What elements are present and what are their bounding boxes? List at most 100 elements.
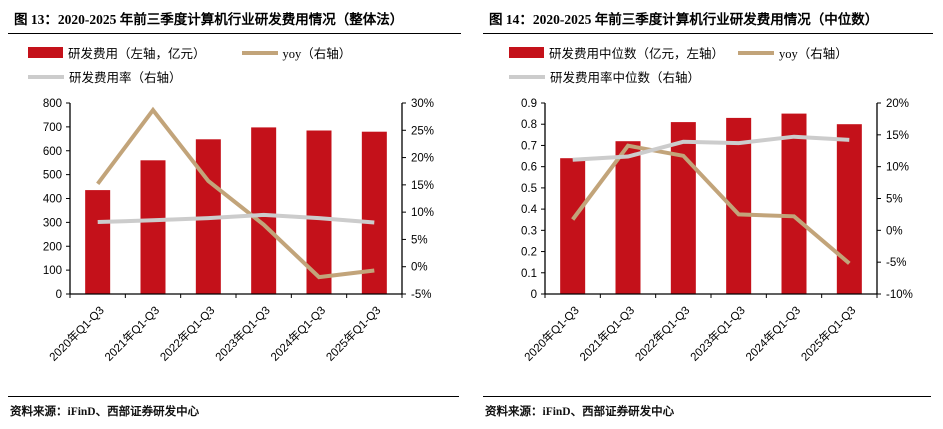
bar xyxy=(85,190,111,294)
legend-item-yoy: yoy（右轴） xyxy=(738,43,848,62)
legend-label: 研发费用（左轴，亿元） xyxy=(68,47,206,61)
yoy-line xyxy=(571,143,851,265)
rd-expense-bars xyxy=(85,127,387,295)
right-axis-label: 15% xyxy=(886,130,909,142)
x-axis-label: 2023年Q1-Q3 xyxy=(212,303,273,364)
right-axis-label: -5% xyxy=(886,257,906,269)
left-axis-label: 0.3 xyxy=(521,225,537,237)
x-axis-label: 2025年Q1-Q3 xyxy=(323,303,384,364)
left-axis-label: 800 xyxy=(43,98,62,110)
left-axis-label: 400 xyxy=(43,194,62,206)
chart-title-overall: 图 13：2020-2025 年前三季度计算机行业研发费用情况（整体法） xyxy=(14,12,404,27)
left-axis-label: 700 xyxy=(43,122,62,134)
left-axis-label: 0.9 xyxy=(521,98,537,110)
legend-item-expense-ratio-median: 研发费用率中位数（右轴） xyxy=(509,67,700,86)
source-note: 资料来源：iFinD、西部证券研发中心 xyxy=(485,406,675,418)
legend-row: 研发费用率（右轴） xyxy=(8,67,461,86)
left-axis-label: 0 xyxy=(56,289,62,301)
x-axis-label: 2022年Q1-Q3 xyxy=(632,303,693,364)
source-block: 资料来源：iFinD、西部证券研发中心 xyxy=(8,396,461,423)
bar xyxy=(361,131,387,294)
left-axis-label: 500 xyxy=(43,170,62,182)
expense-ratio-line xyxy=(97,212,375,225)
legend-item-rd-expense-median: 研发费用中位数（亿元，左轴） xyxy=(509,43,724,62)
legend-label: 研发费用率中位数（右轴） xyxy=(550,71,701,85)
right-axis-label: 15% xyxy=(411,180,434,192)
left-axis-label: 0.5 xyxy=(521,183,537,195)
bar xyxy=(836,124,862,294)
left-axis-label: 0.6 xyxy=(521,162,537,174)
right-axis-label: -5% xyxy=(411,289,431,301)
right-axis-label: 30% xyxy=(411,98,434,110)
line-swatch-icon xyxy=(241,50,278,55)
yoy-line xyxy=(96,106,375,280)
chart-canvas-overall: 0 100 200 300 400 500 600 700 800 -5% 0% 5% 10% 15% 20… xyxy=(43,98,434,364)
x-axis-label: 2024年Q1-Q3 xyxy=(268,303,329,364)
left-axis-label: 600 xyxy=(43,146,62,158)
legend-label: yoy（右轴） xyxy=(282,47,352,61)
x-axis-label: 2023年Q1-Q3 xyxy=(687,303,748,364)
right-axis-label: 20% xyxy=(411,153,434,165)
right-axis-label: 5% xyxy=(886,194,903,206)
x-axis-label: 2022年Q1-Q3 xyxy=(157,303,218,364)
legend-row: 研发费用率中位数（右轴） xyxy=(483,67,933,86)
bar xyxy=(560,158,586,294)
x-axis-label: 2021年Q1-Q3 xyxy=(577,303,638,364)
expense-ratio-median-line xyxy=(572,134,850,162)
right-axis-label: 0% xyxy=(411,262,428,274)
source-block: 资料来源：iFinD、西部证券研发中心 xyxy=(483,396,933,423)
left-axis-label: 0 xyxy=(531,289,537,301)
bar xyxy=(781,113,807,294)
right-axis-label: 5% xyxy=(411,234,428,246)
legend-row: 研发费用中位数（亿元，左轴） yoy（右轴） xyxy=(483,43,933,62)
right-axis-label: 10% xyxy=(411,207,434,219)
chart-panel-median: 图 14：2020-2025 年前三季度计算机行业研发费用情况（中位数） 研发费… xyxy=(471,0,943,429)
left-axis-label: 0.1 xyxy=(521,268,537,280)
source-note: 资料来源：iFinD、西部证券研发中心 xyxy=(10,406,200,418)
source-divider xyxy=(8,396,459,397)
left-axis-label: 0.8 xyxy=(521,119,537,131)
right-axis-label: 0% xyxy=(886,225,903,237)
legend-item-rd-expense: 研发费用（左轴，亿元） xyxy=(28,43,206,62)
legend-item-expense-ratio: 研发费用率（右轴） xyxy=(28,67,182,86)
left-axis-label: 300 xyxy=(43,217,62,229)
line-swatch-icon xyxy=(738,50,775,55)
legend-overall: 研发费用（左轴，亿元） yoy（右轴） 研发费用率（右轴） xyxy=(8,43,461,91)
bar xyxy=(615,141,641,294)
legend-label: 研发费用率（右轴） xyxy=(69,71,182,85)
x-axis-label: 2021年Q1-Q3 xyxy=(102,303,163,364)
title-divider xyxy=(8,33,461,34)
chart-panel-overall: 图 13：2020-2025 年前三季度计算机行业研发费用情况（整体法） 研发费… xyxy=(0,0,471,429)
bar xyxy=(670,122,696,294)
legend-row: 研发费用（左轴，亿元） yoy（右轴） xyxy=(8,43,461,62)
source-divider xyxy=(483,396,931,397)
bar xyxy=(251,127,277,295)
right-axis-label: 10% xyxy=(886,162,909,174)
line-swatch-icon xyxy=(28,74,64,79)
left-axis-label: 0.4 xyxy=(521,204,538,216)
legend-label: yoy（右轴） xyxy=(779,47,848,61)
right-axis-label: -10% xyxy=(886,289,913,301)
left-axis-label: 0.2 xyxy=(521,247,537,259)
chart-canvas-median: 0 0.1 0.2 0.3 0.4 0.5 0.6 0.7 0.8 0.9 -10% -5% 0% 5% 1… xyxy=(521,98,913,364)
x-axis-label: 2025年Q1-Q3 xyxy=(798,303,859,364)
bar xyxy=(140,160,166,294)
x-axis-label: 2020年Q1-Q3 xyxy=(521,303,582,364)
x-axis-label: 2020年Q1-Q3 xyxy=(46,303,107,364)
legend-label: 研发费用中位数（亿元，左轴） xyxy=(549,47,725,61)
bar-swatch-icon xyxy=(28,47,63,58)
left-axis-label: 0.7 xyxy=(521,140,537,152)
line-swatch-icon xyxy=(509,74,545,79)
title-divider xyxy=(483,33,933,34)
chart-title-median: 图 14：2020-2025 年前三季度计算机行业研发费用情况（中位数） xyxy=(489,12,879,27)
legend-item-yoy: yoy（右轴） xyxy=(241,43,352,62)
left-axis-label: 100 xyxy=(43,265,62,277)
rd-expense-median-bars xyxy=(560,113,862,295)
right-axis-label: 20% xyxy=(886,98,909,110)
bar-swatch-icon xyxy=(509,47,544,58)
legend-median: 研发费用中位数（亿元，左轴） yoy（右轴） 研发费用率中位数（右轴） xyxy=(483,43,933,91)
left-axis-label: 200 xyxy=(43,241,62,253)
x-axis-label: 2024年Q1-Q3 xyxy=(743,303,804,364)
right-axis-label: 25% xyxy=(411,125,434,137)
